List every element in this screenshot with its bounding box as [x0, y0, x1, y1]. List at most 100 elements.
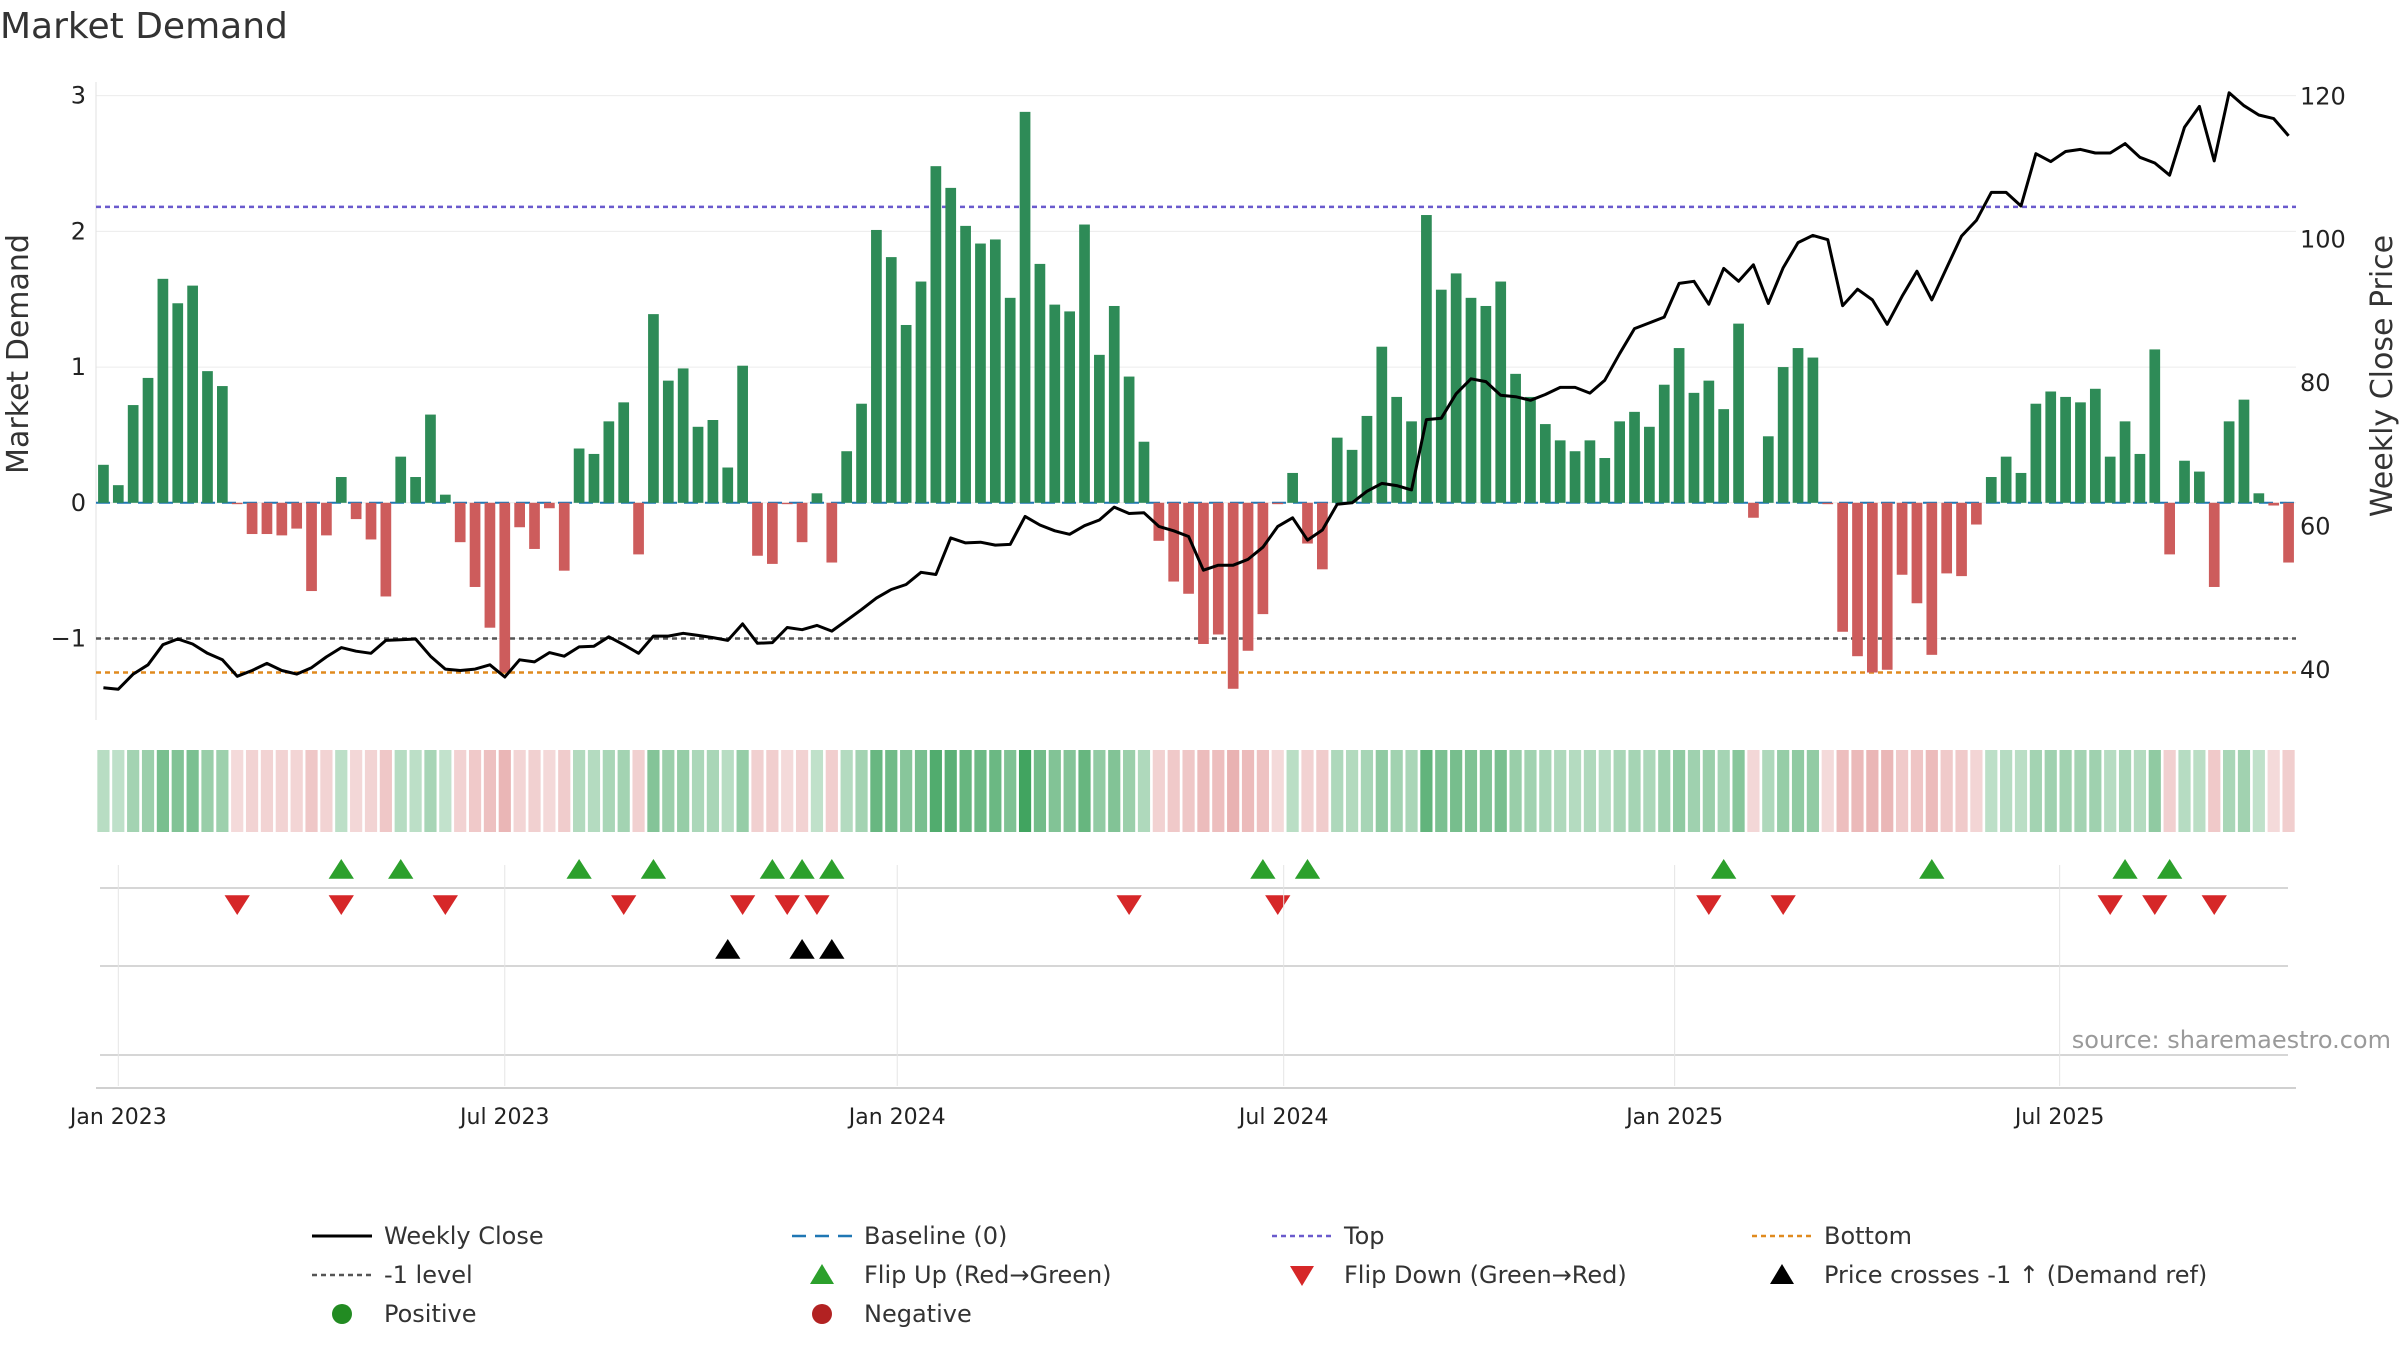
demand-bar — [1733, 323, 1744, 503]
flip-down-marker — [611, 895, 637, 915]
demand-bar — [2223, 421, 2235, 503]
demand-bar — [1108, 305, 1120, 503]
demand-bars — [98, 111, 2294, 689]
heat-cell — [1316, 750, 1329, 832]
heat-cell — [2252, 750, 2265, 832]
demand-bar — [217, 386, 228, 503]
price-cross-marker — [819, 939, 845, 959]
flip-up-marker — [789, 859, 815, 879]
flip-down-marker — [2097, 895, 2123, 915]
x-tick-label: Jan 2023 — [68, 1105, 167, 1130]
y-tick-label-left: −1 — [51, 625, 86, 653]
heat-cell — [2208, 750, 2221, 832]
demand-bar — [811, 493, 823, 503]
axis-ticks: 3 2 1 0 −1 120 100 80 60 40 — [51, 82, 2346, 684]
demand-bar — [1123, 376, 1135, 503]
heat-cell — [2059, 750, 2072, 832]
heat-cell — [1554, 750, 1567, 832]
demand-bar — [1956, 502, 1967, 577]
demand-bar — [1257, 502, 1269, 615]
heat-cell — [870, 750, 883, 832]
heat-cell — [141, 750, 155, 832]
demand-bar — [1302, 502, 1313, 544]
heat-cell — [1167, 750, 1180, 832]
demand-bar — [1867, 502, 1878, 673]
heat-cell — [1479, 750, 1492, 832]
demand-bar — [410, 477, 421, 503]
demand-bar — [1376, 346, 1388, 503]
legend-swatch-triangle-up — [810, 1264, 834, 1284]
heat-cell — [1747, 750, 1760, 832]
demand-bar — [1272, 502, 1284, 505]
heat-cell — [1687, 750, 1701, 832]
heat-cell — [1613, 750, 1626, 832]
demand-bar — [1242, 502, 1254, 651]
demand-bar — [544, 502, 555, 509]
demand-bar — [662, 380, 674, 503]
flip-down-marker — [224, 895, 250, 915]
x-axis-ticks: Jan 2023 Jul 2023 Jan 2024 Jul 2024 Jan 2025… — [68, 865, 2104, 1130]
x-tick-label: Jan 2024 — [847, 1105, 946, 1130]
heat-cell — [513, 750, 526, 832]
heat-cell — [573, 750, 586, 832]
heat-cell — [1940, 750, 1953, 832]
heat-cell — [379, 750, 392, 832]
demand-bar — [1911, 502, 1923, 604]
demand-bar — [454, 502, 466, 543]
heat-cell — [127, 750, 140, 832]
legend-label: Price crosses -1 ↑ (Demand ref) — [1824, 1261, 2207, 1289]
demand-bar — [261, 502, 273, 535]
demand-bar — [1391, 396, 1403, 503]
heat-cell — [454, 750, 467, 832]
heat-cell — [1509, 750, 1522, 832]
heat-cell — [1271, 750, 1284, 832]
demand-bar — [1807, 357, 1819, 503]
heat-cell — [1375, 750, 1388, 832]
demand-bar — [796, 502, 808, 543]
flip-up-marker — [2112, 859, 2138, 879]
demand-bar — [1495, 281, 1507, 503]
demand-bar — [588, 453, 600, 503]
demand-bar — [187, 285, 198, 503]
demand-bar — [2194, 471, 2205, 503]
heat-cell — [1123, 750, 1136, 832]
demand-bar — [1837, 502, 1848, 632]
heat-cell — [1598, 750, 1611, 832]
heat-cell — [662, 750, 675, 832]
x-tick-label: Jul 2023 — [458, 1105, 550, 1130]
heat-cell — [1539, 750, 1552, 832]
heat-cell — [1301, 750, 1314, 832]
demand-bar — [2119, 421, 2131, 503]
heat-cell — [677, 750, 690, 832]
demand-bar — [2000, 456, 2012, 503]
demand-bar — [2268, 502, 2280, 506]
heat-cell — [305, 750, 318, 832]
demand-bar — [1510, 373, 1521, 503]
flip-up-marker — [1294, 859, 1321, 879]
y-tick-label-right: 120 — [2300, 82, 2346, 110]
demand-bar — [1985, 477, 1997, 503]
demand-bar — [781, 502, 793, 505]
heat-cell — [587, 750, 601, 832]
heat-cell — [602, 750, 615, 832]
y-tick-label-right: 60 — [2300, 512, 2331, 540]
demand-bar — [1673, 348, 1685, 503]
y-tick-label-right: 40 — [2300, 656, 2331, 684]
heat-cell — [97, 750, 110, 832]
demand-bar — [1718, 409, 1730, 503]
flip-up-marker — [819, 859, 845, 879]
heat-cell — [1420, 750, 1433, 832]
demand-bar — [1480, 305, 1492, 503]
price-cross-marker — [715, 939, 741, 959]
heat-cell — [558, 750, 571, 832]
heat-cell — [1004, 750, 1017, 832]
y-tick-label-right: 80 — [2300, 369, 2331, 397]
heat-cell — [1435, 750, 1448, 832]
demand-bar — [276, 502, 288, 536]
heat-cell — [2163, 750, 2176, 832]
legend-swatch-triangle-up — [1770, 1264, 1794, 1284]
demand-bar — [707, 420, 719, 503]
grid-layer — [95, 82, 2296, 720]
heat-cell — [1227, 750, 1240, 832]
